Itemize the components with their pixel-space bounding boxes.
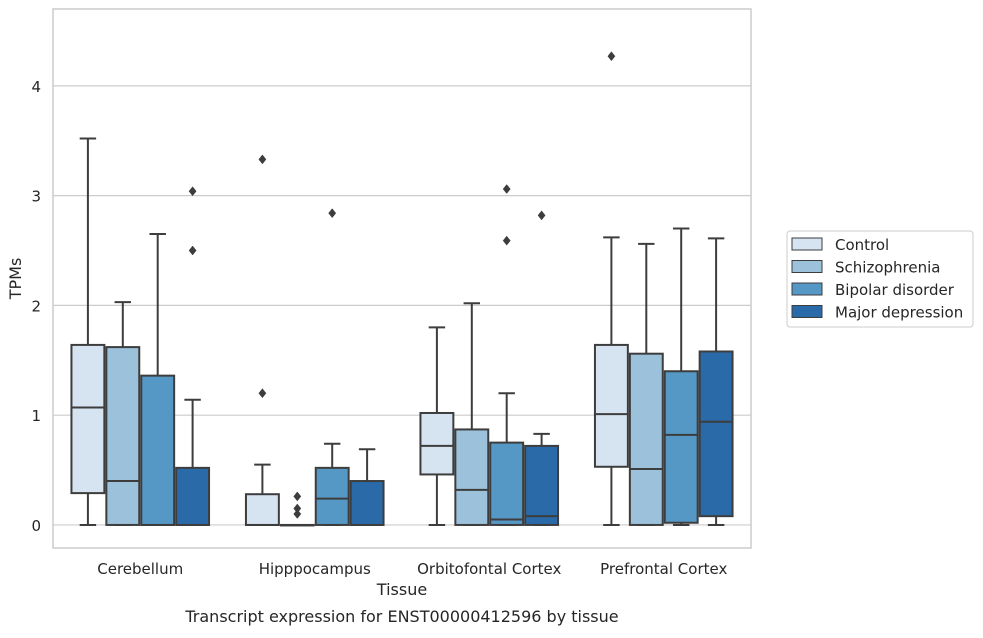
box-group [314,208,350,526]
legend-frame [786,230,974,328]
y-tick-label: 3 [31,188,41,206]
outlier-point [502,235,511,246]
legend-swatch [791,282,823,296]
box-group [105,301,141,526]
y-axis-label: TPMs [6,258,25,301]
legend-swatch [791,260,823,273]
outlier-point [293,491,302,502]
legend-items: Control Schizophrenia Bipolar disorder Majo… [791,236,963,322]
outlier-point [293,509,302,519]
box-iqr [175,466,211,526]
box-iqr [140,374,176,526]
box-group [454,302,490,526]
x-tick-label: Cerebellum [97,560,183,578]
chart-caption: Transcript expression for ENST0000041259… [184,607,618,626]
y-tick-label: 4 [31,78,41,96]
box-iqr [593,343,629,468]
box-group [524,210,560,526]
box-group [140,233,176,526]
x-tick-label: Prefrontal Cortex [600,560,727,578]
y-axis-ticks: 0 1 2 3 4 [31,78,41,535]
box-group [279,491,315,527]
x-tick-label: Orbitofontal Cortex [417,560,561,578]
box-iqr [628,352,664,526]
box-iqr [489,441,525,526]
box-iqr [105,346,141,526]
box-group [628,242,664,526]
outlier-point [328,208,337,219]
y-tick-label: 1 [31,407,41,425]
box-iqr [524,444,560,526]
x-axis-ticks: Cerebellum Hipppocampus Orbitofontal Corte… [97,560,727,578]
outlier-point [258,154,267,165]
box-iqr [454,428,490,526]
legend-swatch [791,237,823,251]
box-group [70,137,106,526]
box-group [593,51,629,526]
box-iqr [419,411,455,476]
box-iqr [244,493,280,526]
box-group [175,186,211,526]
legend-label: Major depression [835,304,963,322]
box-iqr [314,466,350,526]
outlier-point [293,503,302,514]
box-group [663,227,699,526]
box-iqr [349,480,385,526]
box-group [419,326,455,526]
box-group [489,184,525,526]
outlier-point [607,51,616,62]
box-iqr [698,350,734,518]
x-axis-label: Tissue [376,580,427,599]
outlier-point [188,245,197,256]
box-group [698,237,734,526]
outlier-point [188,186,197,197]
box-iqr [663,370,699,524]
box-iqr [70,343,106,495]
outlier-point [258,388,267,399]
plot-area-frame [52,8,752,549]
x-tick-label: Hipppocampus [259,560,371,578]
box-group [244,154,280,526]
outlier-point [502,184,511,194]
box-group [349,448,385,526]
legend-label: Control [835,236,889,254]
y-tick-label: 2 [31,297,41,315]
outlier-point [537,210,546,221]
y-tick-label: 0 [31,517,41,535]
legend-label: Bipolar disorder [835,281,955,299]
boxes [70,51,734,527]
legend-swatch [791,305,823,318]
legend: Control Schizophrenia Bipolar disorder Majo… [786,230,974,328]
legend-label: Schizophrenia [835,259,940,277]
